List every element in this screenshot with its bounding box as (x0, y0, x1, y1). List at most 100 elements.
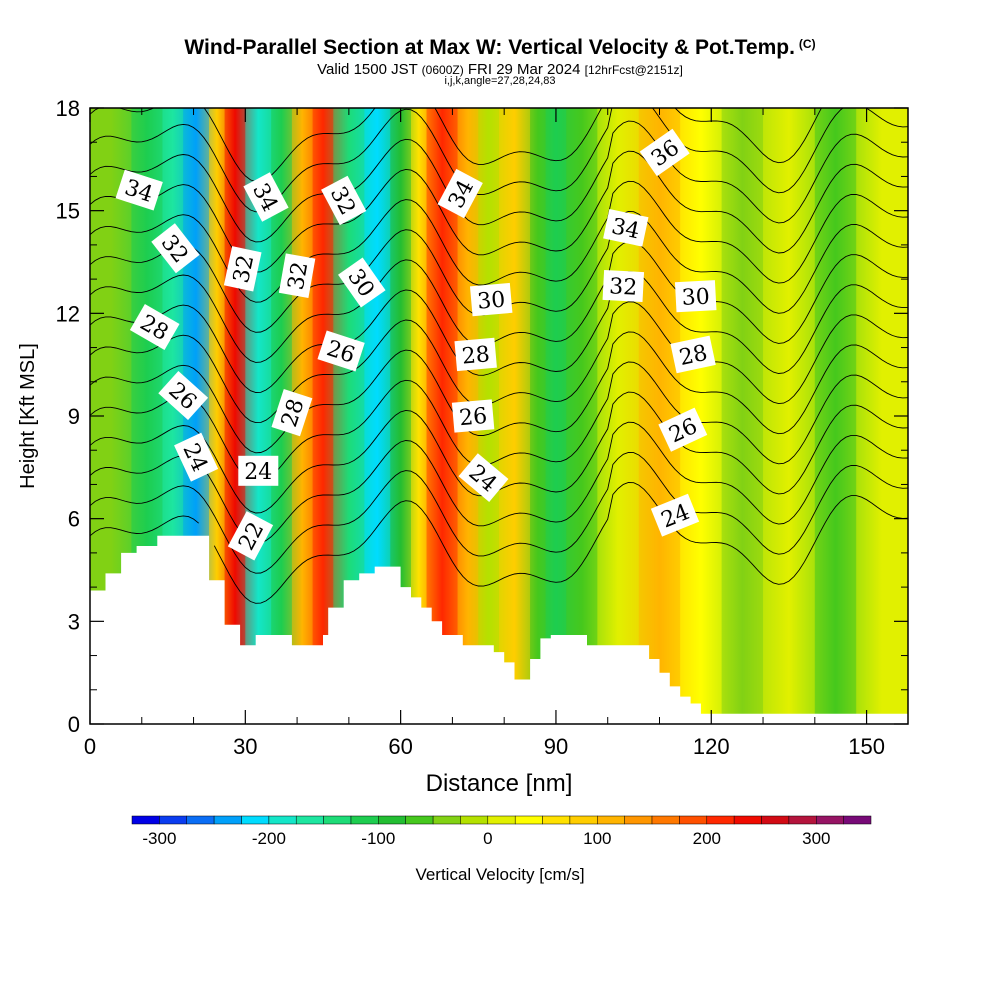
colorbar-swatch (624, 815, 653, 825)
contour-label-bg (603, 208, 649, 247)
x-tick-label: 60 (388, 734, 412, 759)
colorbar-swatch (542, 815, 571, 825)
contour-label-bg (670, 335, 716, 374)
colorbar-swatch (350, 815, 379, 825)
theta-contour-34 (90, 120, 908, 243)
valid-time: Valid 1500 JST (317, 61, 418, 78)
potential-temperature-contours (90, 108, 908, 604)
contour-label-text: 34 (609, 214, 642, 244)
y-tick-label: 0 (68, 712, 80, 737)
x-tick-label: 150 (848, 734, 885, 759)
colorbar: -300 -200 -100 0 100 200 300 (131, 815, 872, 848)
colorbar-swatch (706, 815, 735, 825)
contour-label: 30 (469, 282, 513, 317)
velocity-band (499, 108, 531, 724)
colorbar-swatch (788, 815, 817, 825)
contour-label-text: 32 (609, 274, 638, 300)
theta-contour-27 (90, 331, 908, 454)
valid-utc: (0600Z) (421, 63, 464, 77)
colorbar-tick-label: 200 (693, 829, 721, 848)
colorbar-tick-label: 0 (483, 829, 492, 848)
x-tick-label: 90 (544, 734, 568, 759)
velocity-band (763, 108, 815, 724)
theta-contour-36 (90, 108, 822, 183)
contour-label-bg (674, 280, 717, 313)
contour-label: 30 (674, 280, 717, 313)
terrain-mask (90, 535, 908, 724)
y-tick-label: 12 (56, 301, 80, 326)
velocity-band (545, 108, 567, 724)
contour-label-bg (223, 246, 262, 292)
contour-label-text: 28 (677, 341, 710, 371)
x-tick-label: 30 (233, 734, 257, 759)
colorbar-swatch (405, 815, 434, 825)
contour-label-bg (243, 172, 289, 222)
colorbar-swatch (432, 815, 461, 825)
terrain (90, 535, 908, 724)
contour-label-bg (658, 407, 708, 452)
colorbar-tick-label: -300 (142, 829, 176, 848)
y-tick-label: 6 (68, 507, 80, 532)
colorbar-swatch (761, 815, 790, 825)
copyright-mark: (C) (798, 37, 816, 51)
contour-label-bg (227, 511, 274, 561)
forecast-info: [12hrFcst@2151z] (584, 63, 683, 77)
x-axis-label: Distance [nm] (426, 770, 573, 797)
colorbar-swatch (295, 815, 324, 825)
chart-title: Wind-Parallel Section at Max W: Vertical… (0, 36, 1000, 60)
x-tick-label: 120 (693, 734, 730, 759)
contour-label: 24 (238, 455, 279, 486)
contour-label: 26 (451, 399, 495, 433)
theta-contour-23 (90, 451, 908, 574)
velocity-band (566, 108, 598, 724)
valid-date: FRI 29 Mar 2024 (467, 61, 581, 78)
colorbar-label: Vertical Velocity [cm/s] (415, 865, 584, 884)
contour-label-bg (238, 455, 279, 486)
y-axis-label: Height [Kft MSL] (17, 343, 39, 489)
contour-label-bg (174, 432, 219, 482)
colorbar-swatch (843, 815, 872, 825)
velocity-band (638, 108, 681, 724)
contour-label-bg (321, 175, 367, 226)
y-tick-label: 18 (56, 96, 80, 121)
contour-label: 32 (602, 269, 645, 303)
colorbar-swatch (186, 815, 215, 825)
contour-label-bg (151, 223, 200, 274)
contour-label: 22 (227, 511, 274, 561)
velocity-band (312, 108, 334, 724)
colorbar-tick-label: 300 (802, 829, 830, 848)
contour-label-bg (115, 169, 163, 211)
theta-contour-35 (90, 108, 908, 213)
colorbar-swatch (651, 815, 680, 825)
y-tick-label: 9 (68, 404, 80, 429)
colorbar-tick-label: -100 (361, 829, 395, 848)
contour-label-text: 32 (229, 253, 259, 286)
theta-contour-33 (90, 150, 908, 273)
contour-label: 34 (437, 168, 483, 219)
colorbar-swatch (323, 815, 352, 825)
velocity-band (721, 108, 764, 724)
contour-label-bg (158, 370, 209, 421)
velocity-band (530, 108, 546, 724)
velocity-band (597, 108, 639, 724)
y-tick-label: 15 (56, 199, 80, 224)
colorbar-swatch (679, 815, 708, 825)
theta-contour-28 (90, 301, 908, 424)
contour-label-bg (650, 493, 700, 537)
contour-label-bg (271, 388, 313, 437)
colorbar-tick-label: -200 (252, 829, 286, 848)
y-tick-label: 3 (68, 609, 80, 634)
contour-label-bg (451, 399, 495, 433)
x-tick-label: 0 (84, 734, 96, 759)
theta-contour-32 (90, 180, 908, 303)
colorbar-swatch (487, 815, 516, 825)
theta-contour-24 (90, 421, 908, 544)
contour-label: 26 (658, 407, 708, 452)
colorbar-tick-label: 100 (583, 829, 611, 848)
axes: 0 30 60 90 120 150 0 3 6 9 12 15 18 (56, 96, 908, 759)
contour-label: 32 (223, 246, 262, 292)
colorbar-swatch (816, 815, 844, 825)
contour-label-bg (317, 330, 365, 372)
contour-label-bg (278, 253, 316, 299)
